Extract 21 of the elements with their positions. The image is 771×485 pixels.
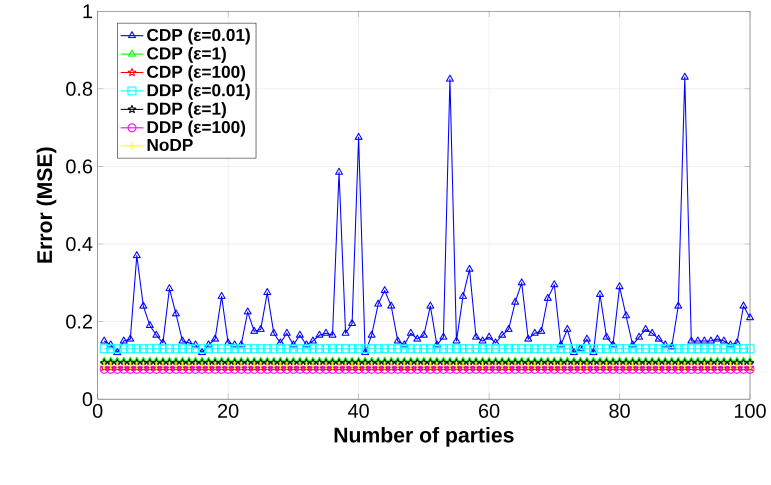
x-tick-label: 60 [479, 404, 500, 418]
legend-label: CDP (ε=100) [147, 65, 246, 82]
legend-label: DDP (ε=1) [148, 102, 226, 118]
x-tick-label: 0 [92, 404, 102, 418]
legend-label: CDP (ε=1) [147, 46, 226, 63]
legend-label: DDP (ε=100) [148, 120, 246, 137]
y-tick-label: 0.2 [66, 314, 92, 329]
x-tick-label: 100 [734, 404, 766, 418]
legend-label: DDP (ε=0.01) [148, 84, 250, 100]
y-tick-label: 0 [82, 392, 92, 406]
y-tick-label: 1 [83, 4, 92, 18]
legend-label: NoDP [148, 139, 193, 152]
legend-label: CDP (ε=0.01) [147, 28, 250, 45]
y-tick-label: 0.8 [66, 82, 92, 96]
y-axis-title: Error (MSE) [36, 148, 56, 263]
x-tick-label: 80 [609, 404, 630, 418]
y-tick-label: 0.4 [66, 237, 92, 252]
x-tick-label: 40 [348, 404, 369, 418]
x-axis-title: Number of parties [334, 427, 514, 447]
y-tick-label: 0.6 [66, 159, 92, 174]
x-tick-label: 20 [218, 404, 238, 418]
